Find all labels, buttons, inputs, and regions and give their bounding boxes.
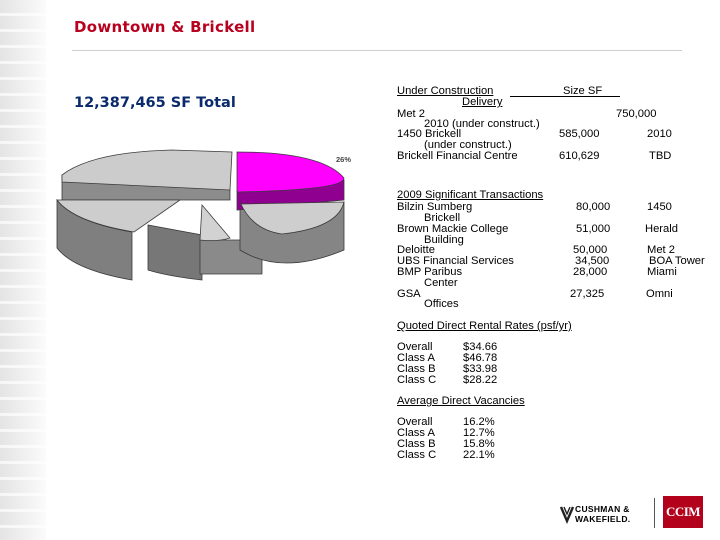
transaction-building: Miami: [647, 266, 677, 278]
vacancy-label: Overall: [397, 416, 433, 428]
construction-row-delivery: TBD: [649, 150, 672, 162]
pie-slice-small: [199, 203, 231, 242]
construction-row-note: 2010 (under construct.): [424, 118, 540, 130]
construction-row-delivery: 2010: [647, 128, 672, 140]
transaction-name: Deloitte: [397, 244, 435, 256]
transaction-size: 51,000: [576, 223, 611, 235]
construction-row-size: 750,000: [616, 108, 657, 120]
pie-side-bottom-left: [147, 224, 203, 281]
transaction-size: 27,325: [570, 288, 605, 300]
transaction-building: BOA Tower: [649, 255, 705, 267]
rate-value: $28.22: [463, 374, 498, 386]
left-stripe-decoration: [0, 0, 46, 540]
transaction-building: Omni: [646, 288, 673, 300]
ccim-logo: CCIM: [663, 496, 703, 528]
vacancy-value: 15.8%: [463, 438, 495, 450]
rate-value: $46.78: [463, 352, 498, 364]
transaction-name: BMP Paribus: [397, 266, 463, 278]
transactions-header: 2009 Significant Transactions: [397, 189, 544, 201]
pie-slice-right: [239, 201, 345, 235]
construction-row-size: 585,000: [559, 128, 600, 140]
logo-divider: [654, 498, 655, 528]
pie-slice-label: 26%: [336, 155, 351, 164]
rate-value: $33.98: [463, 363, 498, 375]
pie-slice-left: [56, 199, 182, 233]
transaction-building: 1450: [647, 201, 672, 213]
pie-chart: 26%: [56, 149, 351, 281]
construction-row-note: (under construct.): [424, 139, 512, 151]
vacancy-label: Class A: [397, 427, 435, 439]
rate-value: $34.66: [463, 341, 498, 353]
construction-size-header: Size SF: [563, 85, 603, 97]
pie-slice-top-left: [61, 149, 233, 191]
vacancy-value: 22.1%: [463, 449, 495, 461]
vacancy-value: 12.7%: [463, 427, 495, 439]
transaction-sub: Center: [424, 277, 458, 289]
transaction-name: UBS Financial Services: [397, 255, 514, 267]
construction-row-size: 610,629: [559, 150, 600, 162]
transaction-sub: Brickell: [424, 212, 461, 224]
transaction-name: Brown Mackie College: [397, 223, 509, 235]
vacancy-value: 16.2%: [463, 416, 495, 428]
vacancies-header: Average Direct Vacancies: [397, 395, 525, 407]
transaction-size: 50,000: [573, 244, 608, 256]
construction-header: Under Construction: [397, 85, 494, 97]
transaction-name: GSA: [397, 288, 421, 300]
title-divider: [72, 50, 682, 51]
rate-label: Class B: [397, 363, 436, 375]
construction-header-line: [510, 96, 620, 97]
total-square-feet: 12,387,465 SF Total: [74, 95, 236, 111]
rate-label: Overall: [397, 341, 433, 353]
cushman-wakefield-logo-mark: [560, 506, 574, 524]
rate-label: Class C: [397, 374, 437, 386]
transaction-size: 80,000: [576, 201, 611, 213]
transaction-sub: Offices: [424, 298, 459, 310]
transaction-size: 34,500: [575, 255, 610, 267]
vacancy-label: Class B: [397, 438, 436, 450]
construction-row-name: Met 2: [397, 108, 425, 120]
construction-row-name: 1450 Brickell: [397, 128, 462, 140]
rates-header: Quoted Direct Rental Rates (psf/yr): [397, 320, 572, 332]
transaction-size: 28,000: [573, 266, 608, 278]
vacancy-label: Class C: [397, 449, 437, 461]
transaction-building: Met 2: [647, 244, 675, 256]
transaction-building: Herald: [645, 223, 678, 235]
construction-row-name: Brickell Financial Centre: [397, 150, 518, 162]
cushman-wakefield-logo: CUSHMAN & WAKEFIELD.: [575, 504, 631, 524]
transaction-sub: Building: [424, 234, 464, 246]
pie-slice-highlight: [236, 151, 345, 193]
construction-delivery-header: Delivery: [462, 96, 503, 108]
page-title: Downtown & Brickell: [74, 18, 256, 36]
transaction-name: Bilzin Sumberg: [397, 201, 473, 213]
rate-label: Class A: [397, 352, 435, 364]
